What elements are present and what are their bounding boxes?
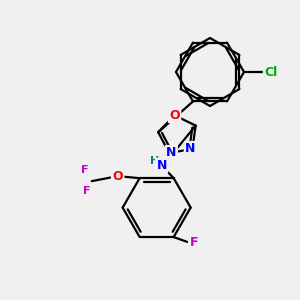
Text: O: O bbox=[169, 109, 180, 122]
Text: H: H bbox=[150, 156, 159, 166]
Text: Cl: Cl bbox=[264, 65, 278, 79]
Text: N: N bbox=[185, 142, 196, 155]
Text: F: F bbox=[81, 165, 88, 175]
Text: N: N bbox=[157, 159, 167, 172]
Text: O: O bbox=[112, 170, 123, 183]
Text: N: N bbox=[166, 146, 176, 160]
Text: F: F bbox=[83, 186, 90, 196]
Text: F: F bbox=[189, 236, 198, 249]
